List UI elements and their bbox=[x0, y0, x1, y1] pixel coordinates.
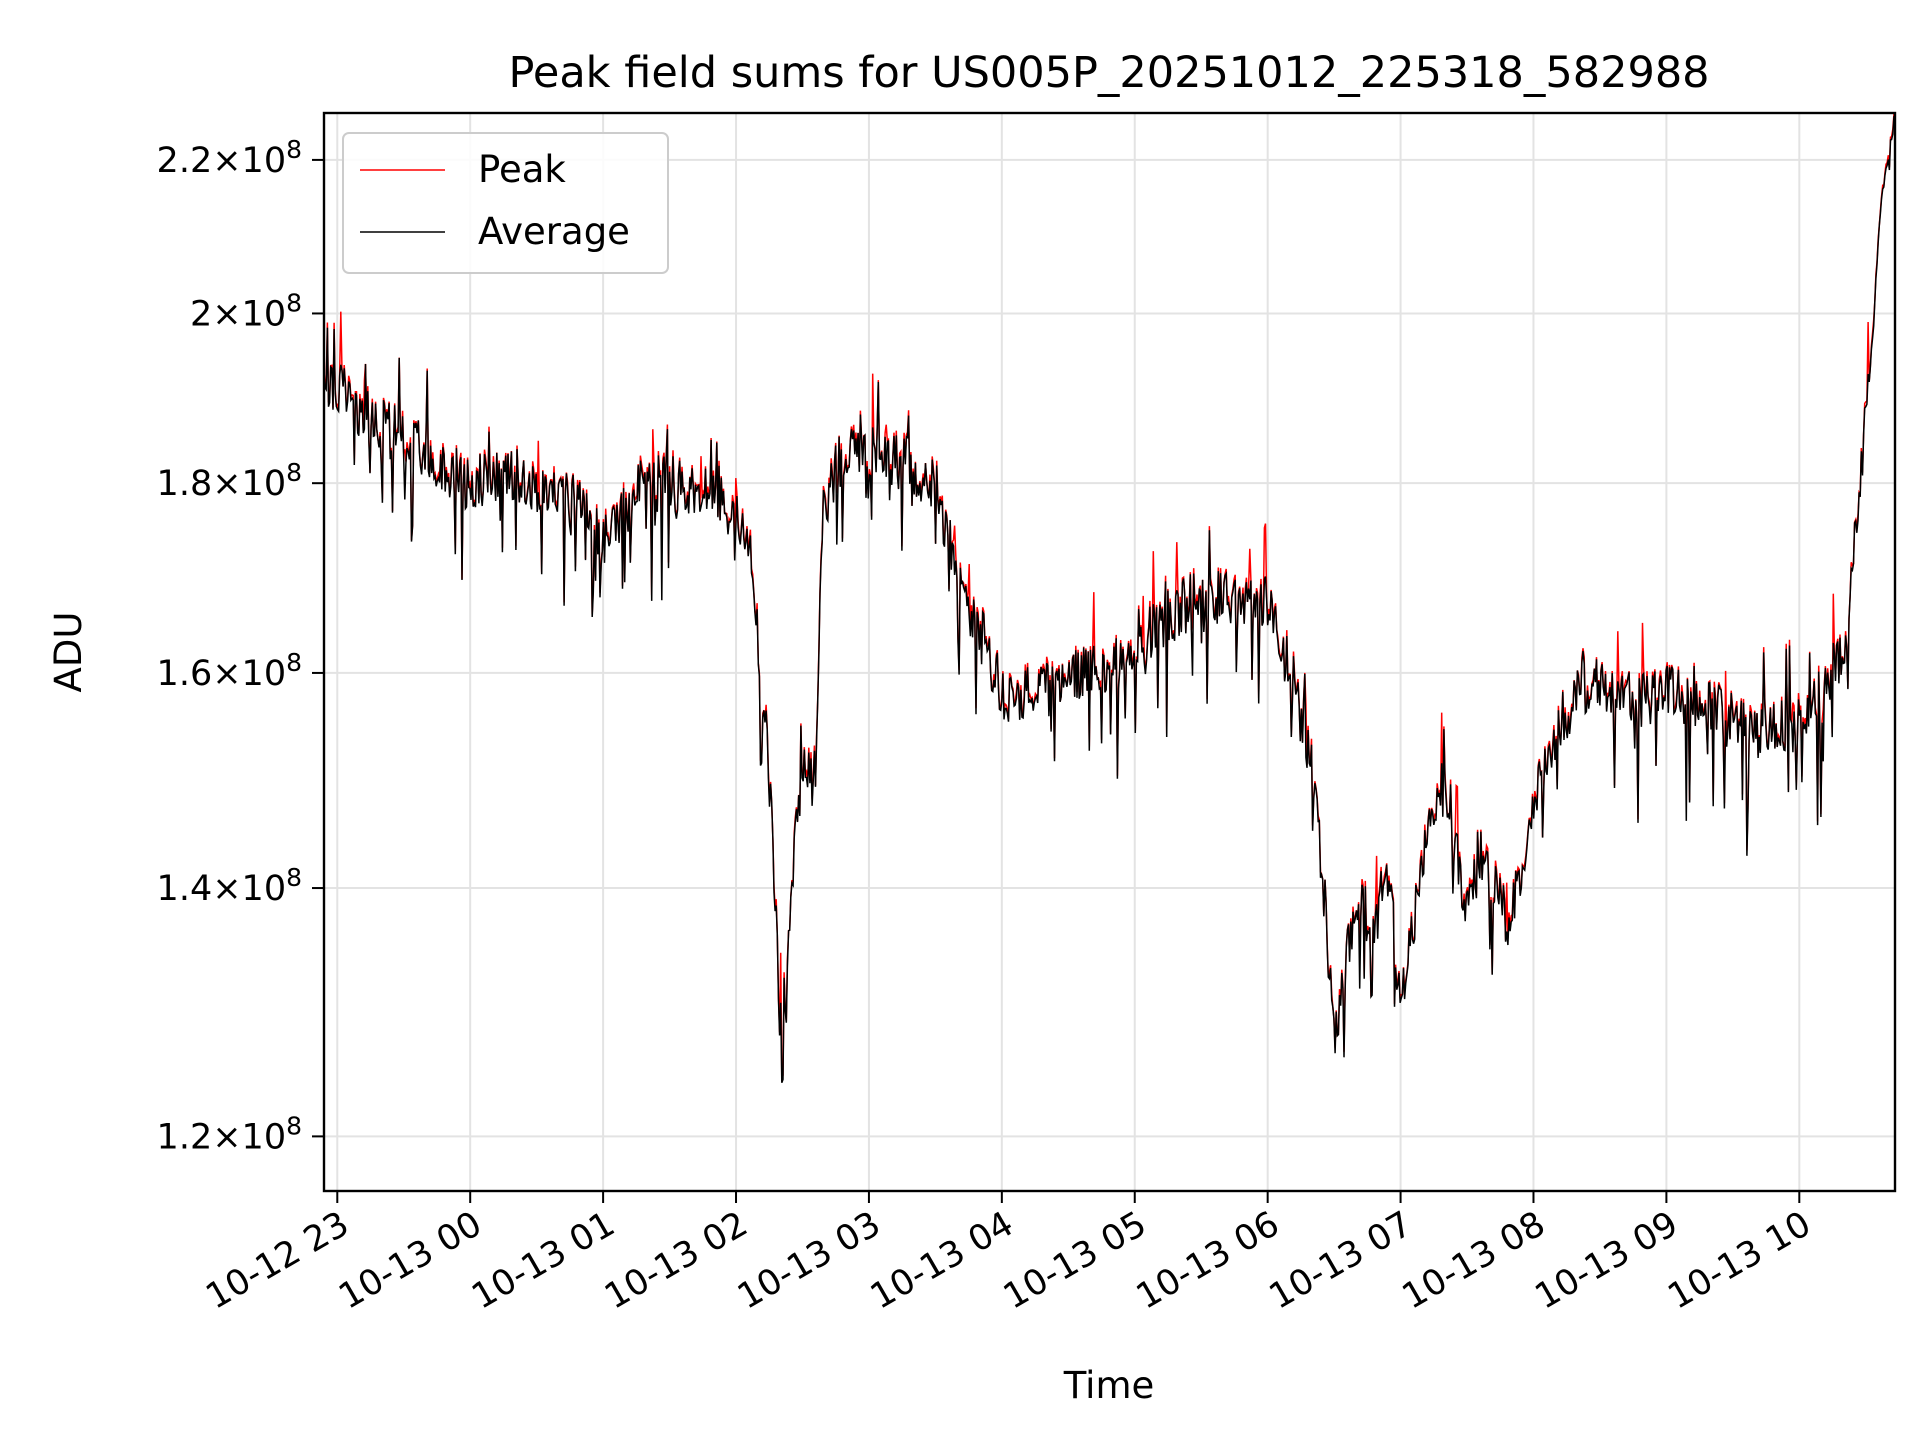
chart-title: Peak field sums for US005P_20251012_2253… bbox=[508, 48, 1709, 98]
plot-frame bbox=[322, 111, 1897, 1193]
y-tick-label: 2×108 bbox=[190, 288, 302, 334]
legend-box bbox=[342, 132, 669, 274]
legend-label-peak: Peak bbox=[478, 148, 566, 191]
legend: Peak Average bbox=[342, 132, 669, 274]
x-axis-label: Time bbox=[1063, 1364, 1155, 1407]
y-axis-label: ADU bbox=[47, 612, 90, 693]
y-tick-label: 2.2×108 bbox=[157, 135, 302, 181]
y-tick-label: 1.6×108 bbox=[157, 648, 302, 694]
y-tick-label: 1.2×108 bbox=[157, 1111, 302, 1157]
y-tick-label: 1.4×108 bbox=[157, 863, 302, 909]
series-line-average bbox=[323, 115, 1896, 1084]
series-lines bbox=[323, 113, 1896, 1084]
y-tick-label: 1.8×108 bbox=[157, 458, 302, 504]
legend-label-average: Average bbox=[478, 210, 630, 253]
